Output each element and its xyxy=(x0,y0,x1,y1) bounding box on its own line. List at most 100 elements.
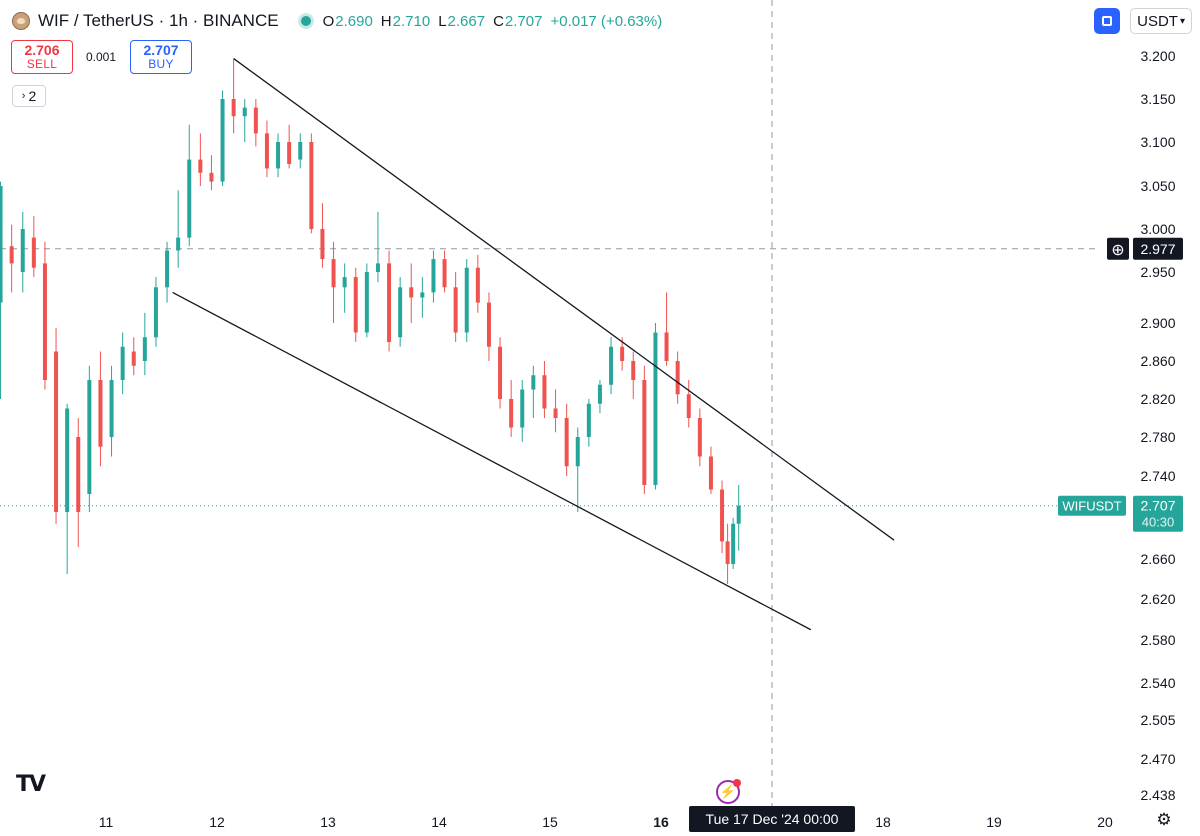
y-axis-tick: 3.150 xyxy=(1140,91,1175,107)
x-axis-tick: 15 xyxy=(542,814,558,830)
candle-body xyxy=(176,237,181,251)
y-axis-tick: 2.470 xyxy=(1140,751,1175,767)
candle-body xyxy=(309,142,314,229)
candle-body xyxy=(736,505,741,524)
indicators-collapse-button[interactable]: › 2 xyxy=(12,85,46,107)
fullscreen-button[interactable] xyxy=(1094,8,1121,34)
candle-body xyxy=(331,259,336,288)
buy-label: BUY xyxy=(148,57,174,72)
trendline[interactable] xyxy=(172,291,812,631)
market-status-dot-icon xyxy=(300,16,311,26)
x-axis-tick: 19 xyxy=(986,814,1002,830)
candle-body xyxy=(609,346,614,385)
candle-body xyxy=(253,107,258,134)
y-axis-tick: 2.860 xyxy=(1140,353,1175,369)
candle-body xyxy=(198,159,203,173)
y-axis-tick: 2.740 xyxy=(1140,468,1175,484)
buy-price: 2.707 xyxy=(143,42,179,59)
candle-body xyxy=(575,437,580,467)
ohlc-values: O 2.690 H 2.710 L 2.667 C 2.707 +0.017 (+0.6… xyxy=(323,13,663,30)
candle-body xyxy=(375,263,380,272)
ohlc-open-value: 2.690 xyxy=(335,12,373,30)
candle-body xyxy=(320,229,325,260)
candle-body xyxy=(686,394,691,418)
candle-body xyxy=(31,237,36,268)
candle-body xyxy=(675,361,680,395)
sell-price: 2.706 xyxy=(24,42,60,59)
y-axis-tick: 2.438 xyxy=(1140,787,1175,803)
candle-body xyxy=(420,292,425,298)
y-axis-tick: 2.660 xyxy=(1140,551,1175,567)
lightning-event-icon[interactable]: ⚡ xyxy=(716,779,741,804)
candle-body xyxy=(153,287,158,338)
ohlc-low-value: 2.667 xyxy=(447,12,486,30)
ohlc-high-value: 2.710 xyxy=(392,12,431,30)
square-icon xyxy=(1102,16,1113,26)
candle-body xyxy=(220,99,225,182)
add-alert-button[interactable] xyxy=(1107,237,1129,260)
y-axis-tick: 2.900 xyxy=(1140,315,1175,331)
candle-body xyxy=(586,403,591,437)
trendline[interactable] xyxy=(233,58,895,541)
candle-body xyxy=(725,541,730,564)
last-price-label xyxy=(1133,495,1183,532)
sell-button[interactable]: 2.706 SELL xyxy=(11,40,73,74)
currency-value: USDT xyxy=(1137,12,1178,30)
candle-body xyxy=(54,351,59,512)
candle-body xyxy=(231,99,236,117)
y-axis-tick: 2.540 xyxy=(1140,675,1175,691)
candle-body xyxy=(564,418,569,467)
candle-body xyxy=(98,380,103,447)
y-axis-tick: 3.200 xyxy=(1140,48,1175,64)
candle-body xyxy=(442,259,447,288)
currency-select[interactable]: USDT ▾ xyxy=(1130,8,1192,34)
top-right-toolbar: USDT ▾ xyxy=(1094,8,1192,34)
candle-body xyxy=(120,346,125,380)
buy-button[interactable]: 2.707 BUY xyxy=(130,40,193,74)
gear-icon[interactable]: ⚙ xyxy=(1156,810,1172,829)
candle-body xyxy=(464,267,469,333)
ohlc-close-key: C xyxy=(493,12,504,30)
candle-body xyxy=(353,277,358,333)
candle-body xyxy=(398,287,403,338)
candle-body xyxy=(209,172,214,182)
candle-body xyxy=(475,267,480,303)
candle-body xyxy=(697,418,702,457)
x-axis-tick: 11 xyxy=(99,814,114,830)
candle-body xyxy=(431,259,436,293)
symbol-title[interactable]: WIF / TetherUS · 1h · BINANCE xyxy=(38,11,279,30)
crosshair-time-text: Tue 17 Dec '24 00:00 xyxy=(706,811,839,827)
y-axis-tick: 2.620 xyxy=(1140,591,1175,607)
x-axis-tick: 13 xyxy=(320,814,336,830)
candle-body xyxy=(664,332,669,361)
symbol-axis-label-text: WIFUSDT xyxy=(1062,499,1121,514)
candle-body xyxy=(131,351,136,366)
candle-body xyxy=(409,287,414,298)
spread-value: 0.001 xyxy=(86,50,117,64)
candle-body xyxy=(453,287,458,333)
countdown-text: 40:30 xyxy=(1142,515,1175,530)
candle-body xyxy=(509,399,514,428)
ohlc-close-value: 2.707 xyxy=(504,12,543,30)
candle-body xyxy=(276,142,281,169)
sell-label: SELL xyxy=(26,57,58,72)
candle-body xyxy=(520,389,525,428)
candle-body xyxy=(87,380,92,494)
x-axis-tick: 16 xyxy=(653,814,669,830)
candle-body xyxy=(20,229,25,272)
crosshair-price-text: 2.977 xyxy=(1140,241,1175,257)
plus-circle-icon[interactable]: ⊕ xyxy=(1111,240,1124,259)
candle-body xyxy=(76,437,81,512)
tradingview-logo-icon[interactable]: TV xyxy=(16,772,46,797)
candle-body xyxy=(287,142,292,164)
x-axis-tick: 14 xyxy=(431,814,447,830)
candle-body xyxy=(620,346,625,361)
trade-panel: 2.706 SELL 0.001 2.707 BUY xyxy=(11,40,193,74)
candle-body xyxy=(708,456,713,490)
chevron-right-icon: › xyxy=(21,90,26,102)
candle-body xyxy=(731,523,736,564)
candle-body xyxy=(109,380,114,437)
y-axis-tick: 2.505 xyxy=(1140,712,1175,728)
x-axis-tick: 18 xyxy=(875,814,891,830)
